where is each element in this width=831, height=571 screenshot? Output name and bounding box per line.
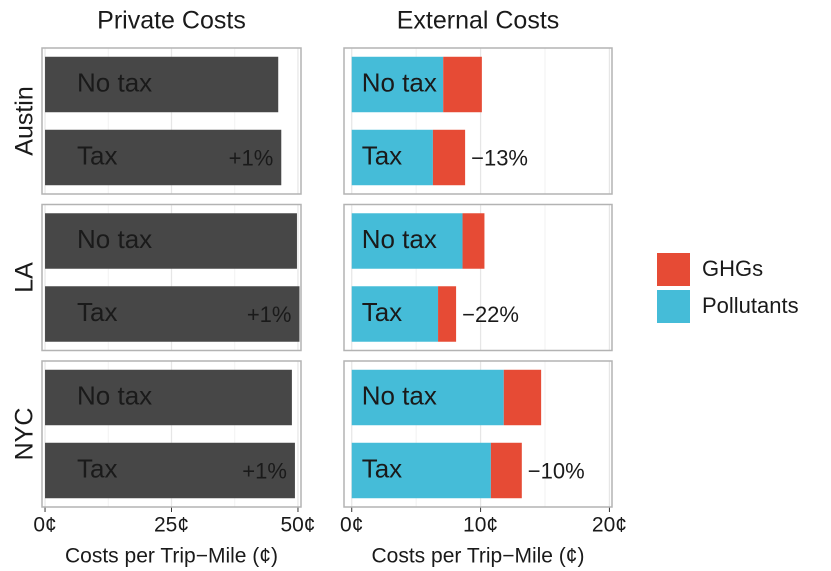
- panel-border: [343, 360, 613, 508]
- change-label: −10%: [528, 458, 585, 483]
- bar-label: Tax: [362, 453, 402, 483]
- bar-segment: [462, 213, 485, 269]
- row-label: Austin: [11, 86, 39, 155]
- legend-label: GHGs: [702, 256, 763, 281]
- bar-segment: [432, 129, 466, 186]
- change-label: −13%: [471, 145, 528, 170]
- bar-segment: [351, 129, 433, 186]
- row-label: LA: [11, 262, 39, 293]
- panel-border: [343, 203, 613, 352]
- x-tick-label: 0¢: [340, 514, 363, 537]
- bar-segment: [45, 442, 295, 499]
- bar-label: Tax: [77, 297, 117, 327]
- bar-label: No tax: [362, 224, 437, 254]
- bar-segment: [45, 129, 282, 186]
- x-tick-label: 20¢: [592, 514, 627, 537]
- bar-label: No tax: [77, 224, 152, 254]
- panel-border: [41, 47, 302, 195]
- legend-swatch: [657, 290, 690, 323]
- change-label: +1%: [242, 458, 287, 483]
- row-label: NYC: [11, 408, 39, 461]
- x-axis-label: Costs per Trip−Mile (¢): [372, 545, 585, 568]
- facet-title: External Costs: [397, 7, 560, 35]
- legend-swatch: [657, 253, 690, 286]
- change-label: +1%: [247, 302, 292, 327]
- bar-label: No tax: [77, 67, 152, 97]
- bar-segment: [45, 213, 297, 269]
- bar-segment: [443, 56, 482, 113]
- legend-label: Pollutants: [702, 293, 799, 318]
- bar-segment: [503, 369, 542, 426]
- x-tick-label: 50¢: [280, 514, 315, 537]
- bar-segment: [351, 369, 504, 426]
- panel-border: [41, 203, 302, 352]
- bar-label: No tax: [362, 380, 437, 410]
- change-label: +1%: [229, 145, 274, 170]
- bar-label: Tax: [77, 140, 117, 170]
- panel-border: [343, 47, 613, 195]
- x-tick-label: 25¢: [154, 514, 189, 537]
- bar-segment: [45, 286, 300, 342]
- bar-label: No tax: [362, 67, 437, 97]
- bar-segment: [45, 56, 279, 113]
- change-label: −22%: [462, 302, 519, 327]
- bar-segment: [351, 286, 439, 342]
- x-tick-label: 0¢: [33, 514, 56, 537]
- bar-label: Tax: [362, 140, 402, 170]
- bar-segment: [351, 442, 491, 499]
- bar-label: Tax: [77, 453, 117, 483]
- panel-border: [41, 360, 302, 508]
- facet-title: Private Costs: [97, 7, 246, 35]
- bar-label: Tax: [362, 297, 402, 327]
- bar-segment: [351, 213, 463, 269]
- bar-segment: [490, 442, 522, 499]
- bar-segment: [45, 369, 292, 426]
- x-axis-label: Costs per Trip−Mile (¢): [65, 545, 278, 568]
- x-tick-label: 10¢: [463, 514, 498, 537]
- bar-segment: [351, 56, 444, 113]
- bar-label: No tax: [77, 380, 152, 410]
- bar-segment: [438, 286, 457, 342]
